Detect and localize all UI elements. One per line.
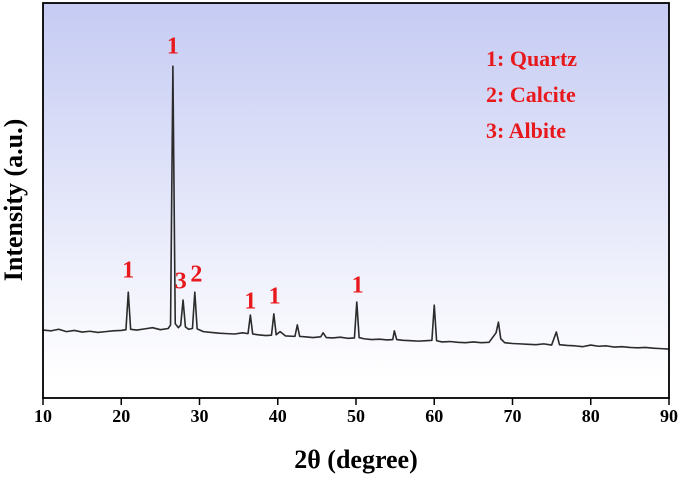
x-tick-label: 10 bbox=[34, 406, 52, 426]
x-tick-label: 70 bbox=[504, 406, 522, 426]
plot-background bbox=[43, 3, 669, 398]
xrd-line bbox=[42, 65, 670, 350]
peak-label: 3 bbox=[175, 269, 187, 295]
peak-label: 1 bbox=[167, 34, 179, 60]
peak-label: 1 bbox=[269, 284, 281, 310]
peak-label: 1 bbox=[122, 258, 134, 284]
x-tick-label: 50 bbox=[347, 406, 365, 426]
x-axis-title: 2θ (degree) bbox=[294, 445, 418, 474]
x-tick-label: 20 bbox=[112, 406, 130, 426]
legend-entry: 1: Quartz bbox=[486, 46, 577, 71]
x-tick-label: 60 bbox=[425, 406, 443, 426]
x-tick-label: 90 bbox=[660, 406, 678, 426]
peak-label: 1 bbox=[352, 273, 364, 299]
peak-label: 1 bbox=[244, 289, 256, 315]
x-tick-label: 80 bbox=[582, 406, 600, 426]
x-tick-label: 30 bbox=[191, 406, 209, 426]
x-tick-label: 40 bbox=[269, 406, 287, 426]
legend-entry: 2: Calcite bbox=[486, 82, 576, 107]
y-axis-title: Intensity (a.u.) bbox=[0, 119, 28, 282]
legend-entry: 3: Albite bbox=[486, 118, 566, 143]
peak-label: 2 bbox=[190, 262, 202, 288]
plot-frame bbox=[42, 2, 670, 399]
